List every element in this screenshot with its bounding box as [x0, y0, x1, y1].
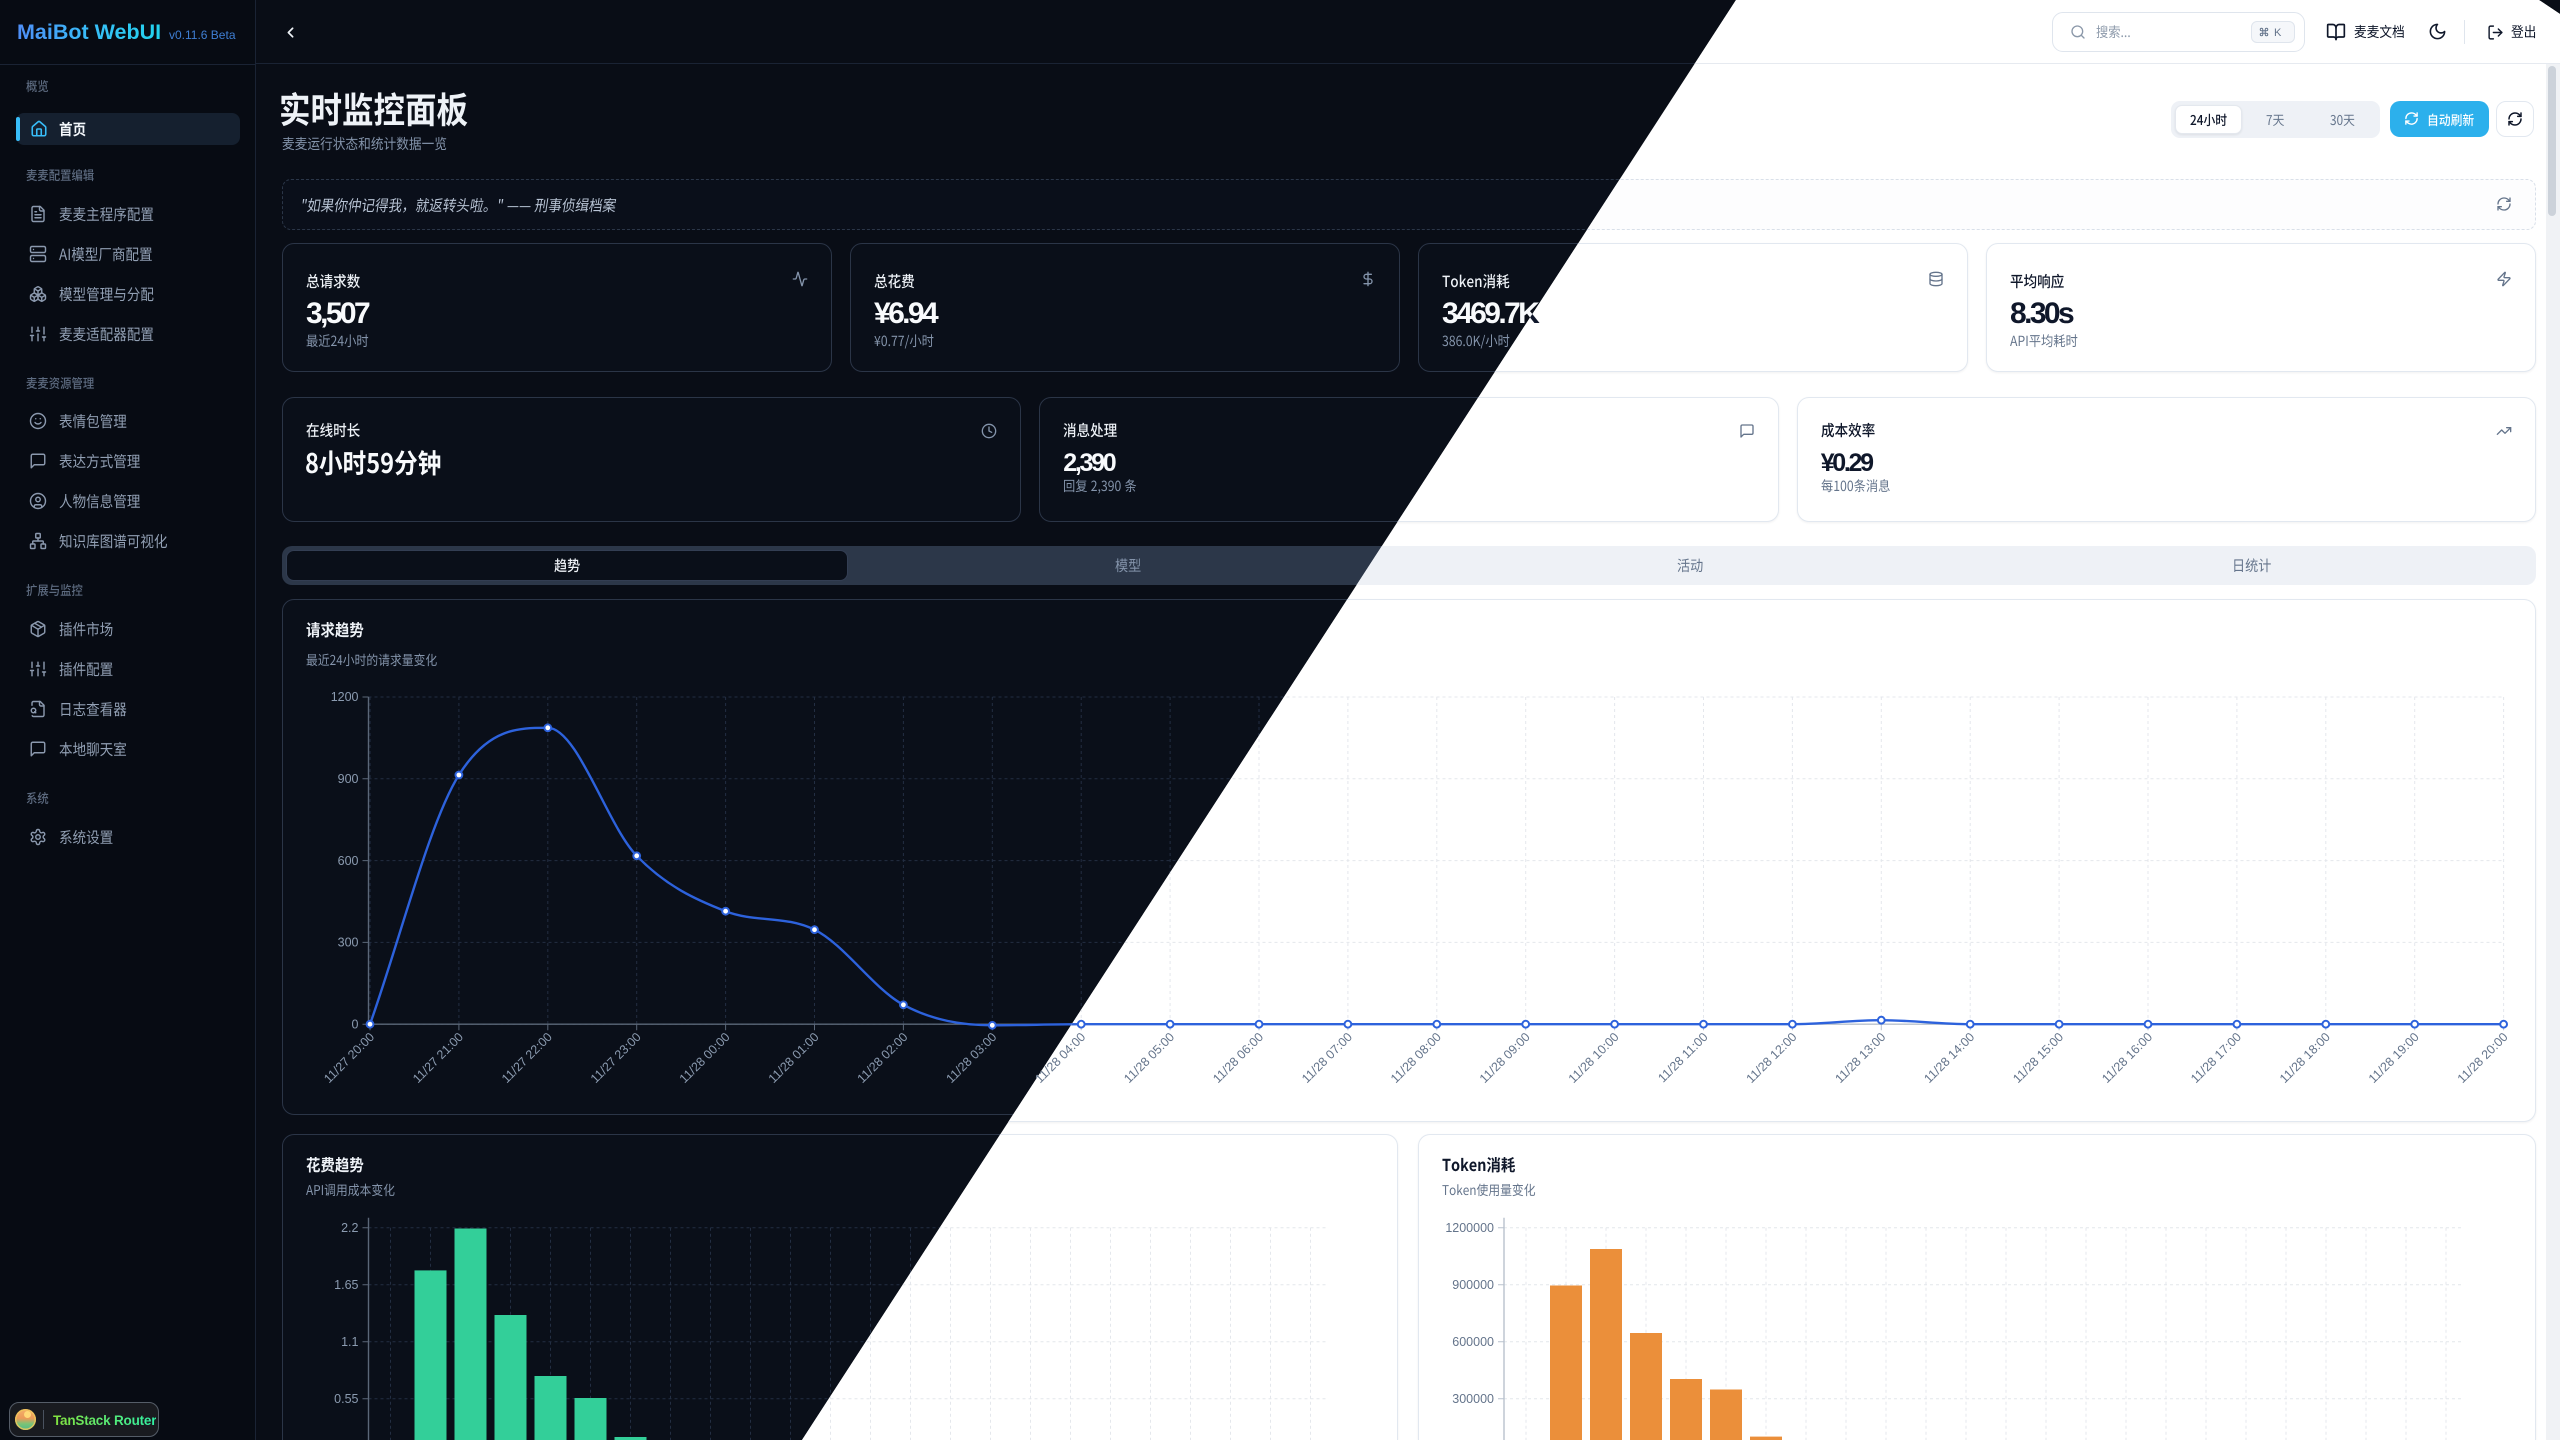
svg-text:11/28 13:00: 11/28 13:00: [1832, 1030, 1888, 1086]
svg-text:11/28 08:00: 11/28 08:00: [1388, 1030, 1444, 1086]
svg-text:900000: 900000: [1452, 1278, 1494, 1292]
svg-text:11/27 21:00: 11/27 21:00: [410, 1030, 466, 1086]
svg-text:11/28 06:00: 11/28 06:00: [1210, 1030, 1266, 1086]
svg-text:11/28 05:00: 11/28 05:00: [1121, 1030, 1177, 1086]
svg-text:11/28 07:00: 11/28 07:00: [1299, 1030, 1355, 1086]
svg-text:11/28 01:00: 11/28 01:00: [766, 1030, 822, 1086]
svg-text:11/27 23:00: 11/27 23:00: [588, 1030, 644, 1086]
svg-text:11/28 20:00: 11/28 20:00: [2455, 1030, 2511, 1086]
svg-text:300: 300: [338, 936, 359, 950]
svg-text:11/28 18:00: 11/28 18:00: [2277, 1030, 2333, 1086]
svg-text:11/28 15:00: 11/28 15:00: [2010, 1030, 2066, 1086]
svg-text:1.1: 1.1: [341, 1335, 358, 1349]
svg-text:11/28 10:00: 11/28 10:00: [1566, 1030, 1622, 1086]
svg-text:11/28 14:00: 11/28 14:00: [1921, 1030, 1977, 1086]
svg-text:1200: 1200: [331, 690, 359, 704]
svg-text:11/28 17:00: 11/28 17:00: [2188, 1030, 2244, 1086]
svg-text:11/28 12:00: 11/28 12:00: [1744, 1030, 1800, 1086]
svg-text:1200000: 1200000: [1445, 1221, 1494, 1235]
svg-text:11/28 03:00: 11/28 03:00: [943, 1030, 999, 1086]
svg-text:11/28 02:00: 11/28 02:00: [855, 1030, 911, 1086]
svg-text:600000: 600000: [1452, 1335, 1494, 1349]
svg-text:11/28 00:00: 11/28 00:00: [677, 1030, 733, 1086]
svg-text:900: 900: [338, 772, 359, 786]
svg-text:1.65: 1.65: [334, 1278, 358, 1292]
svg-text:11/28 16:00: 11/28 16:00: [2099, 1030, 2155, 1086]
svg-text:11/27 22:00: 11/27 22:00: [499, 1030, 555, 1086]
svg-text:0: 0: [352, 1017, 359, 1031]
svg-text:11/27 20:00: 11/27 20:00: [321, 1030, 377, 1086]
svg-text:300000: 300000: [1452, 1392, 1494, 1406]
svg-text:600: 600: [338, 854, 359, 868]
svg-text:11/28 19:00: 11/28 19:00: [2366, 1030, 2422, 1086]
svg-text:0.55: 0.55: [334, 1392, 358, 1406]
svg-text:2.2: 2.2: [341, 1221, 358, 1235]
svg-text:11/28 09:00: 11/28 09:00: [1477, 1030, 1533, 1086]
svg-text:11/28 11:00: 11/28 11:00: [1655, 1030, 1710, 1085]
